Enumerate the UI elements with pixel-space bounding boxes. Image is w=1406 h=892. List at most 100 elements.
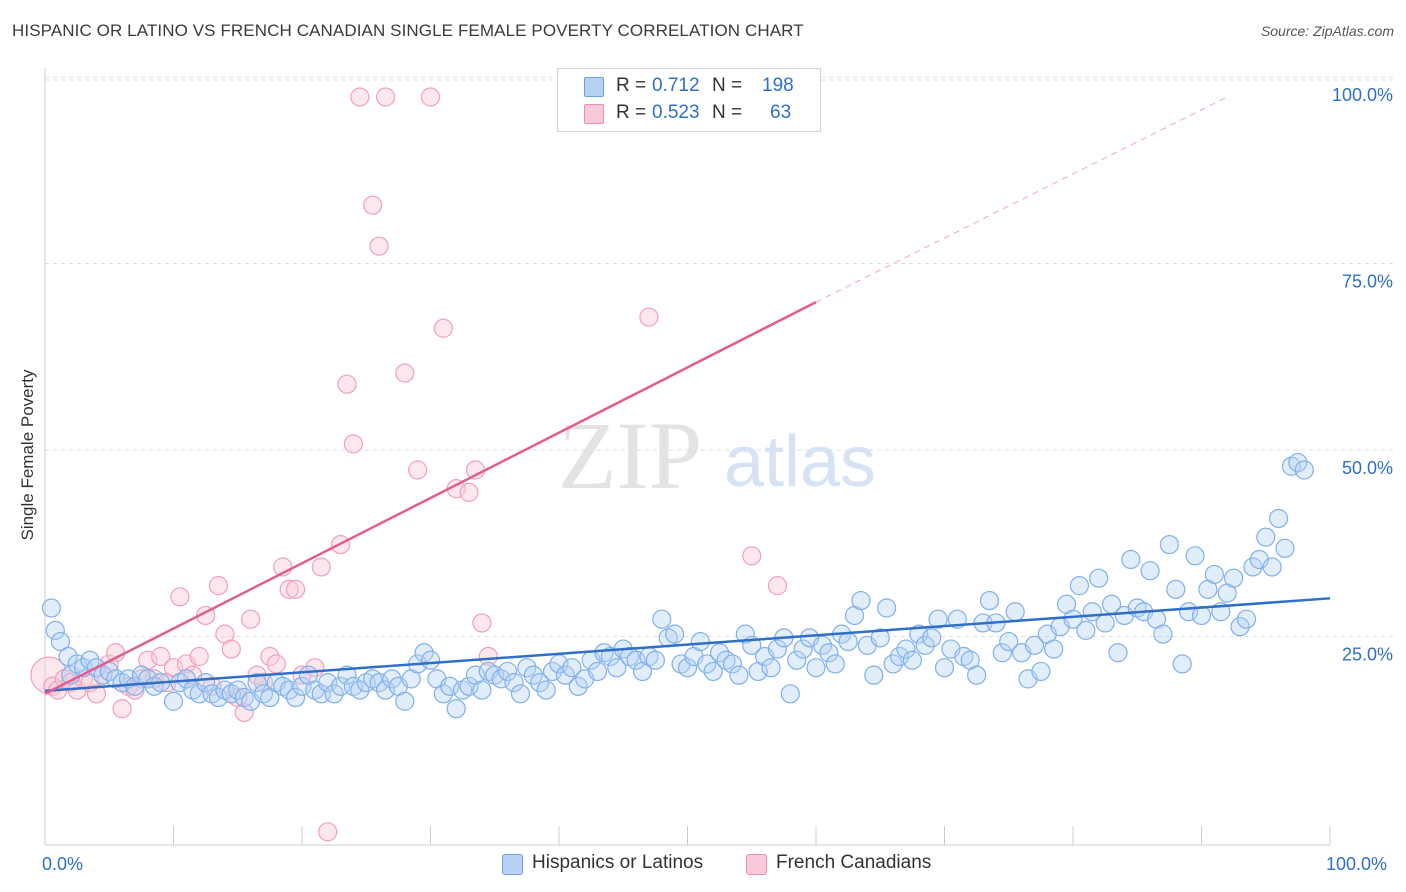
french-canadian-point xyxy=(279,579,299,599)
hispanic-point xyxy=(1172,654,1192,674)
hispanic-point xyxy=(1224,568,1244,588)
hispanic-point xyxy=(1236,609,1257,629)
hispanic-point xyxy=(851,590,871,611)
hispanic-point xyxy=(652,609,672,629)
french-canadian-point xyxy=(363,195,383,215)
hispanic-point xyxy=(1166,579,1186,599)
french-canadian-point xyxy=(266,654,286,674)
hispanic-point xyxy=(819,643,839,663)
axes xyxy=(44,68,1331,846)
hispanic-point xyxy=(45,620,65,640)
hispanic-point xyxy=(433,684,453,704)
hispanic-point xyxy=(523,665,543,685)
legend-r-label: R = xyxy=(616,102,647,123)
french-canadian-point xyxy=(350,87,370,107)
hispanic-point xyxy=(710,643,730,663)
hispanic-point xyxy=(459,676,479,696)
hispanic-point xyxy=(1262,557,1282,577)
french-canadian-point xyxy=(170,587,190,607)
hispanic-point xyxy=(607,658,627,678)
french-canadian-point xyxy=(408,460,428,480)
hispanic-point xyxy=(1294,460,1314,480)
hispanic-point xyxy=(324,684,344,704)
french-canadian-point xyxy=(375,87,396,107)
hispanic-point xyxy=(729,665,749,685)
hispanic-point xyxy=(915,635,935,655)
hispanic-point xyxy=(999,631,1019,652)
chart-title: HISPANIC OR LATINO VS FRENCH CANADIAN SI… xyxy=(12,21,804,40)
hispanic-point xyxy=(1204,564,1224,585)
french-canadian-point xyxy=(260,646,280,667)
hispanic-point xyxy=(767,639,788,659)
hispanic-point xyxy=(1024,635,1045,655)
french-canadian-point xyxy=(208,576,229,596)
hispanic-point xyxy=(208,687,229,708)
hispanic-point xyxy=(677,658,698,678)
y-tick-label: 25.0% xyxy=(1342,645,1393,665)
hispanic-point xyxy=(510,684,531,704)
hispanic-point xyxy=(690,631,710,652)
hispanic-point xyxy=(825,654,845,674)
hispanic-point xyxy=(761,658,781,678)
hispanic-point xyxy=(1089,568,1109,588)
hispanic-point xyxy=(1159,534,1179,555)
hispanic-point xyxy=(1140,561,1160,581)
french-canadian-point xyxy=(767,576,788,596)
hispanic-point xyxy=(279,680,299,700)
hispanic-point xyxy=(1185,546,1205,566)
hispanic-point xyxy=(992,643,1012,663)
hispanics-points xyxy=(41,452,1314,719)
hispanic-point xyxy=(883,654,903,674)
french-canadian-point xyxy=(234,702,254,723)
hispanic-point xyxy=(382,669,402,689)
trend-lines xyxy=(44,96,1331,695)
hispanic-point xyxy=(318,673,338,693)
french-canadian-point xyxy=(472,613,492,633)
french-canadian-point xyxy=(420,87,441,107)
hispanic-point xyxy=(375,680,396,700)
hispanic-point xyxy=(80,650,100,670)
french-canadian-point xyxy=(369,236,389,256)
french-canadian-point xyxy=(395,363,415,383)
hispanic-point xyxy=(1063,609,1083,629)
legend-n-label: N = xyxy=(712,75,743,96)
french-canadian-point xyxy=(459,482,479,502)
hispanic-point xyxy=(228,680,248,700)
hispanic-point xyxy=(979,590,1000,611)
french-canadian-point xyxy=(285,579,306,599)
legend-n-value: 63 xyxy=(770,102,792,123)
hispanic-point xyxy=(472,680,492,700)
x-tick-label-left: 0.0% xyxy=(42,854,84,874)
french-canadian-point xyxy=(221,639,241,659)
legend-label: Hispanics or Latinos xyxy=(532,852,704,873)
french-canadian-point xyxy=(151,646,171,667)
hispanic-point xyxy=(626,650,646,670)
watermark: ZIP atlas xyxy=(558,402,876,509)
hispanic-point xyxy=(1044,639,1064,659)
hispanics-trend-line xyxy=(44,597,1331,693)
hispanic-point xyxy=(896,639,916,659)
hispanic-point xyxy=(536,680,556,700)
hispanic-point xyxy=(864,665,884,685)
hispanic-point xyxy=(1031,661,1051,682)
legend-r-label: R = xyxy=(616,75,647,96)
french-canadian-point xyxy=(343,434,363,454)
hispanic-point xyxy=(877,598,897,618)
y-tick-label: 75.0% xyxy=(1342,272,1393,292)
french-canadians-trend-extension xyxy=(815,96,1228,303)
y-tick-label: 50.0% xyxy=(1342,458,1393,478)
x-tick-label-right: 100.0% xyxy=(1326,854,1388,874)
hispanic-point xyxy=(440,676,460,696)
hispanic-point xyxy=(350,680,370,700)
hispanic-point xyxy=(369,673,389,693)
hispanic-point xyxy=(806,658,826,678)
legend-label: French Canadians xyxy=(776,852,932,873)
hispanic-point xyxy=(735,624,755,644)
hispanic-point xyxy=(870,628,890,648)
legend-r-value: 0.712 xyxy=(652,75,700,96)
hispanic-point xyxy=(50,631,71,652)
hispanic-point xyxy=(568,676,588,696)
french-canadian-point xyxy=(742,546,762,566)
french-canadian-point xyxy=(86,684,107,704)
french-canadian-point xyxy=(189,646,209,667)
